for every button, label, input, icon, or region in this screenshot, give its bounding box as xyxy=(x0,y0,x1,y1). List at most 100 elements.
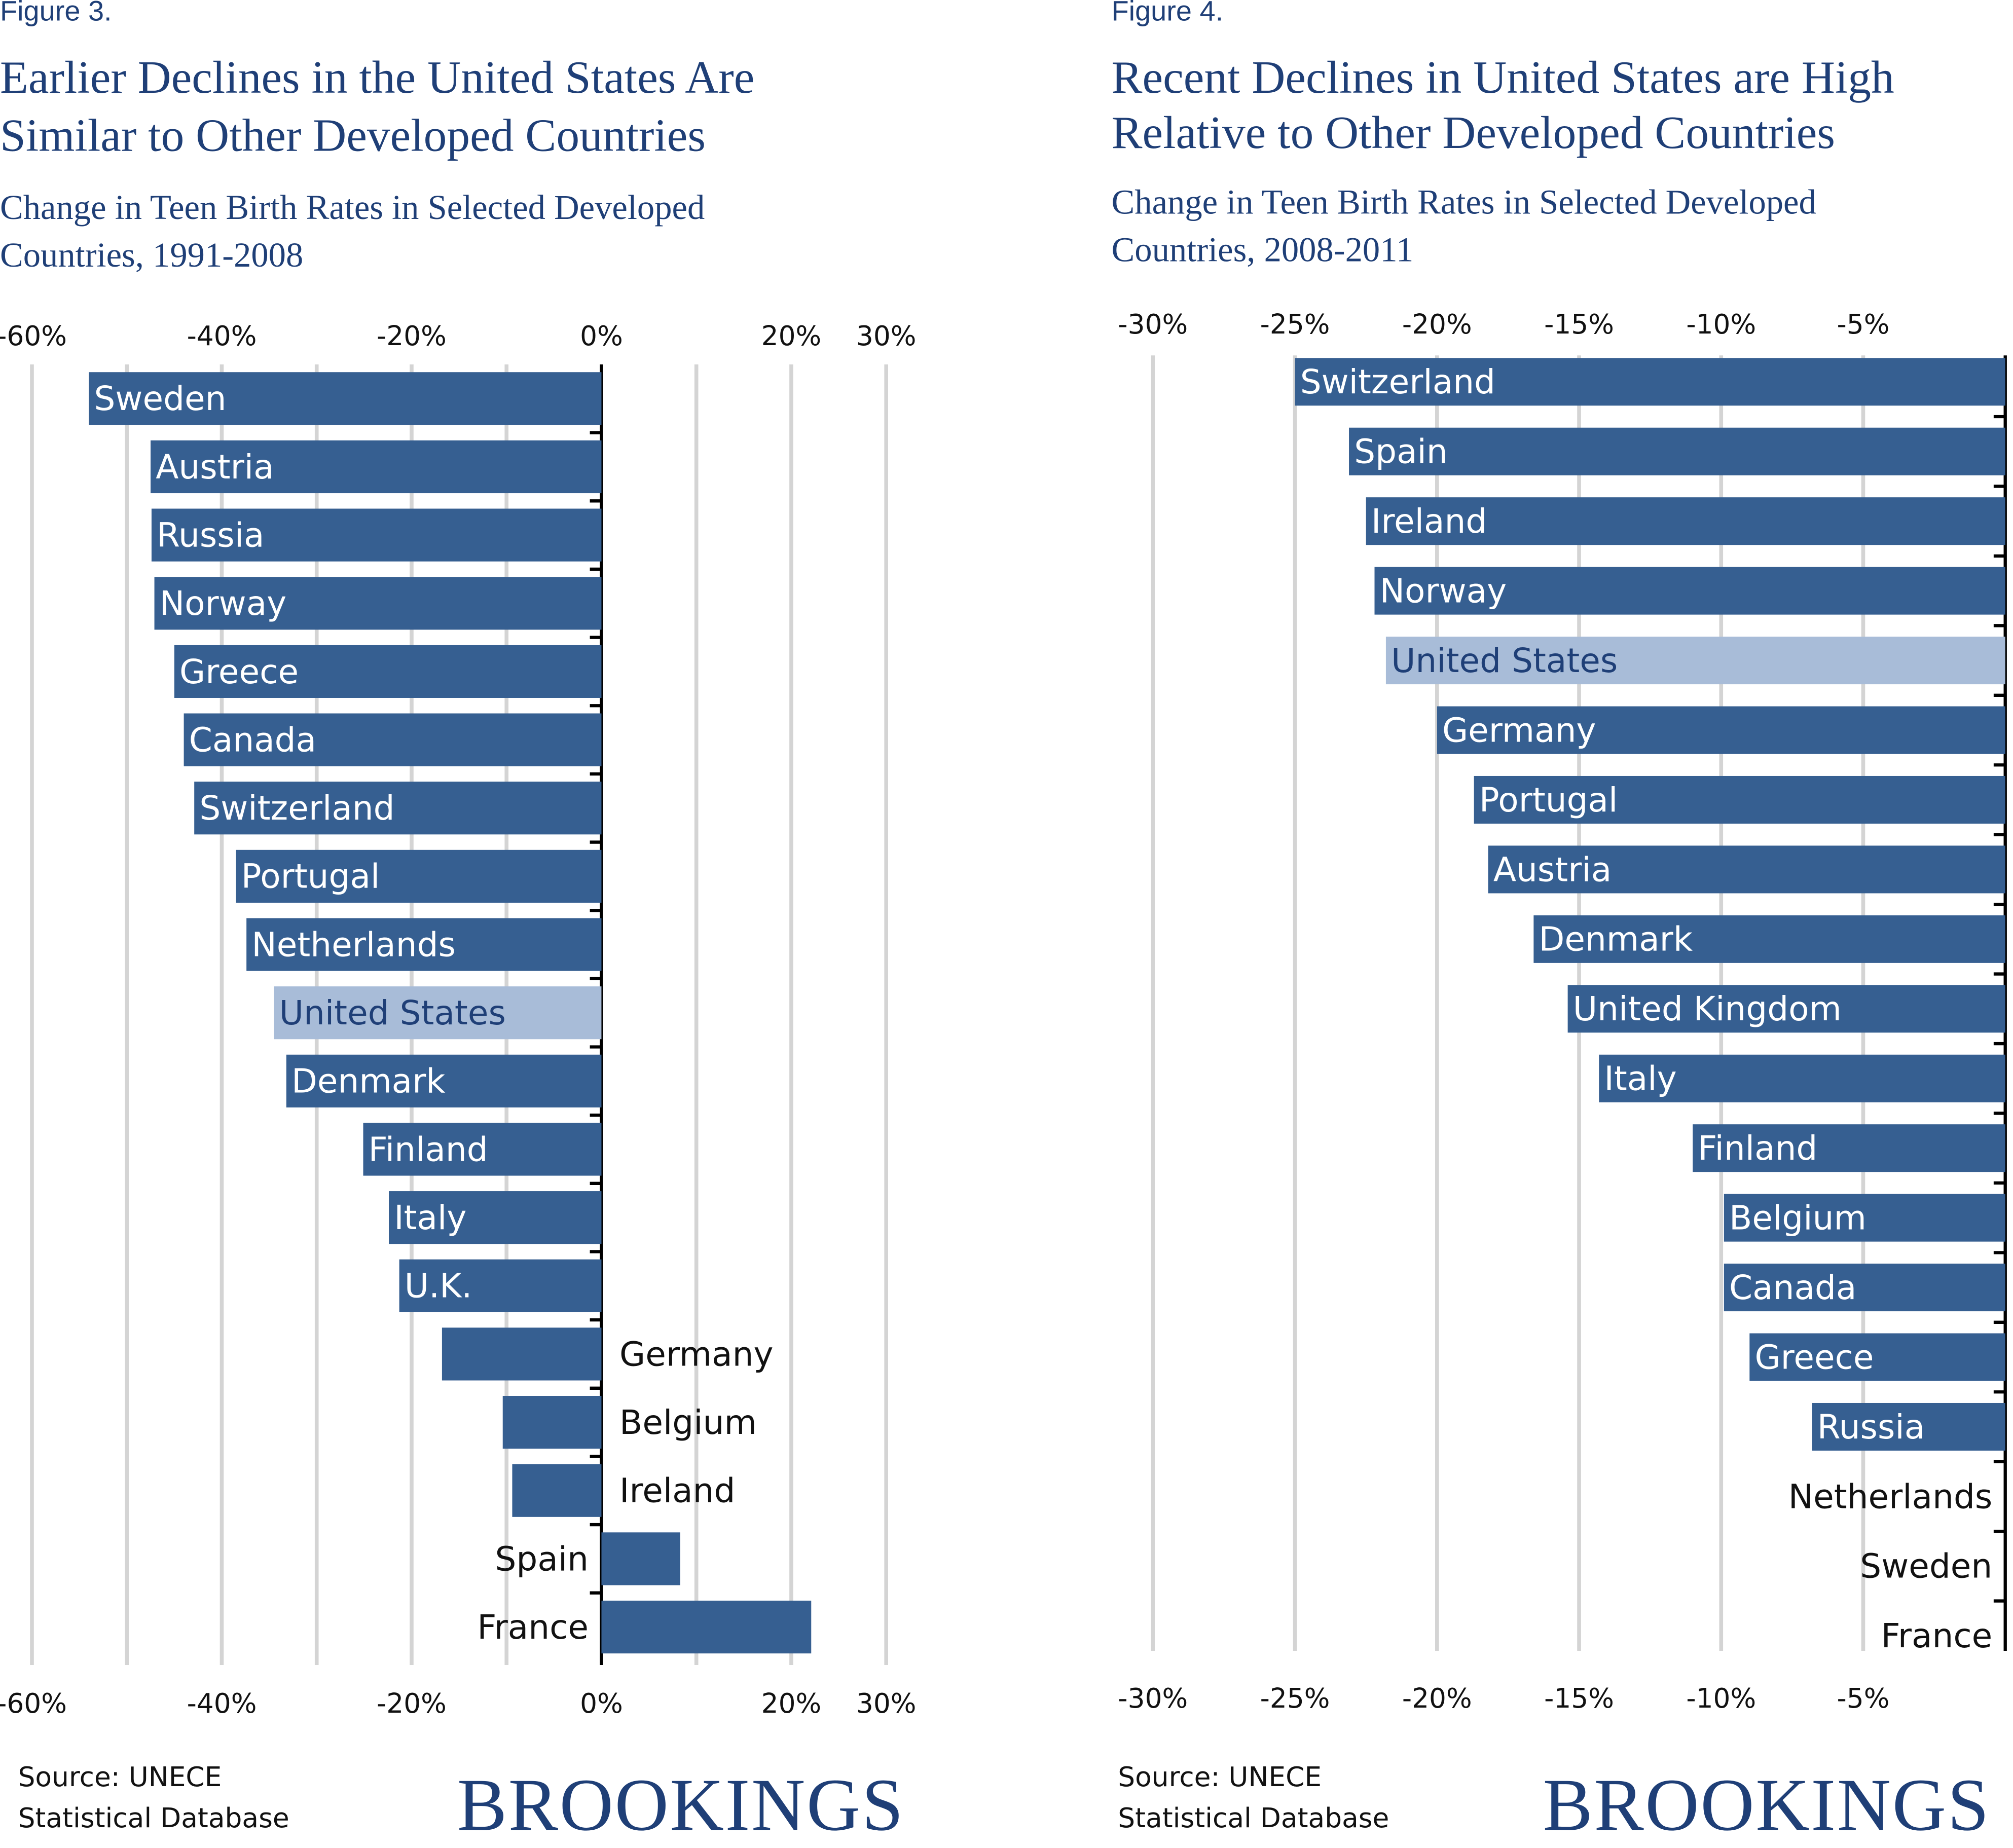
bar-ireland xyxy=(1366,497,2005,545)
x-tick-label-top: -60% xyxy=(0,320,67,352)
bar-label: Switzerland xyxy=(1300,362,1495,401)
figure4-subtitle-line2: Countries, 2008-2011 xyxy=(1111,230,1414,269)
bar-label: Russia xyxy=(1817,1408,1925,1447)
bar-label: Russia xyxy=(157,515,264,555)
bar-label: Norway xyxy=(160,584,287,623)
bar-russia xyxy=(151,508,602,562)
bar-sweden xyxy=(89,372,602,425)
x-tick-label-top: -25% xyxy=(1260,308,1330,340)
x-tick-label-top: -20% xyxy=(1402,308,1472,340)
bar-portugal xyxy=(236,849,602,903)
bar-label: France xyxy=(477,1608,589,1647)
chart-figure3: -60% -60% -40% -40% -20% -20% 0% 0% 20% 20% 30% 30%… xyxy=(0,320,916,1719)
bar-label: Ireland xyxy=(619,1471,735,1510)
bar-italy xyxy=(389,1191,602,1244)
x-tick-label-top: -5% xyxy=(1837,308,1890,340)
figure3-subtitle-line2: Countries, 1991-2008 xyxy=(0,235,304,275)
bar-label: Austria xyxy=(156,448,274,487)
figure3-source-line1: Source: UNECE xyxy=(18,1761,222,1793)
bar-russia xyxy=(1812,1402,2005,1451)
bar-switzerland xyxy=(1295,358,2005,406)
figure3-label: Figure 3. xyxy=(0,0,112,27)
x-tick-label-bottom: -30% xyxy=(1118,1682,1188,1714)
bar-label: Portugal xyxy=(241,857,380,896)
bar-label: Finland xyxy=(1698,1129,1817,1168)
bar-u-k- xyxy=(399,1259,602,1312)
bar-label: Spain xyxy=(1354,432,1448,471)
x-tick-label-top: -30% xyxy=(1118,308,1188,340)
brookings-logo: BROOKINGS xyxy=(1543,1763,1991,1847)
brookings-logo: BROOKINGS xyxy=(457,1763,905,1847)
figure4-label: Figure 4. xyxy=(1111,0,1224,27)
bar-label: United Kingdom xyxy=(1573,989,1842,1028)
bar-label: Spain xyxy=(495,1539,589,1578)
bar-finland xyxy=(1693,1124,2005,1172)
bar-greece xyxy=(1749,1333,2005,1381)
figure4-title-line1: Recent Declines in United States are Hig… xyxy=(1111,51,1894,103)
figure4-source-line1: Source: UNECE xyxy=(1118,1761,1322,1793)
bar-united-kingdom xyxy=(1567,985,2005,1033)
x-tick-label-top: -20% xyxy=(377,320,447,352)
bar-united-states xyxy=(274,986,602,1040)
x-tick-label-top: -10% xyxy=(1686,308,1756,340)
bar-label: Canada xyxy=(1729,1268,1856,1307)
bar-united-states xyxy=(1385,637,2005,685)
x-tick-label-bottom: -20% xyxy=(1402,1682,1472,1714)
bar-france xyxy=(601,1600,812,1654)
x-tick-label-top: -15% xyxy=(1544,308,1614,340)
bar-belgium xyxy=(1724,1194,2005,1242)
bar-finland xyxy=(363,1123,602,1176)
figure4-title-line2: Relative to Other Developed Countries xyxy=(1111,106,1835,159)
figure3-subtitle-line1: Change in Teen Birth Rates in Selected D… xyxy=(0,188,705,227)
figure3-title-line1: Earlier Declines in the United States Ar… xyxy=(0,51,755,103)
x-tick-label-bottom: -60% xyxy=(0,1687,67,1719)
bar-germany xyxy=(1437,706,2005,754)
bar-italy xyxy=(1599,1054,2005,1102)
bar-norway xyxy=(154,577,602,630)
bar-canada xyxy=(184,713,602,766)
figure4-subtitle-line1: Change in Teen Birth Rates in Selected D… xyxy=(1111,182,1816,221)
bar-label: Belgium xyxy=(619,1403,757,1442)
bar-denmark xyxy=(1533,915,2005,963)
bar-label: Norway xyxy=(1380,571,1507,610)
bar-canada xyxy=(1724,1264,2005,1312)
bar-label: Sweden xyxy=(1860,1547,1992,1586)
bar-belgium xyxy=(502,1396,602,1449)
x-tick-label-bottom: -10% xyxy=(1686,1682,1756,1714)
bar-netherlands xyxy=(246,918,602,971)
bar-label: France xyxy=(1881,1616,1993,1655)
bar-spain xyxy=(1349,427,2005,475)
bar-germany xyxy=(442,1327,602,1381)
bar-label: Netherlands xyxy=(1788,1477,1993,1516)
bar-denmark xyxy=(286,1054,602,1107)
figure3-title-line2: Similar to Other Developed Countries xyxy=(0,109,706,161)
bar-label: Denmark xyxy=(291,1062,446,1101)
x-tick-label-bottom: 20% xyxy=(761,1687,822,1719)
bar-greece xyxy=(174,645,602,698)
bar-label: United States xyxy=(1391,641,1618,680)
bar-label: Sweden xyxy=(94,379,227,418)
bar-label: Switzerland xyxy=(199,789,394,828)
figure3-source-line2: Statistical Database xyxy=(18,1802,289,1834)
x-tick-label-bottom: -15% xyxy=(1544,1682,1614,1714)
bar-ireland xyxy=(512,1464,602,1517)
x-tick-label-top: -40% xyxy=(187,320,257,352)
bar-austria xyxy=(151,440,602,494)
x-tick-label-top: 0% xyxy=(580,320,623,352)
bar-label: Finland xyxy=(369,1130,488,1169)
bar-label: Germany xyxy=(619,1335,774,1374)
x-tick-label-bottom: -25% xyxy=(1260,1682,1330,1714)
bar-label: Greece xyxy=(179,652,299,691)
bar-label: Denmark xyxy=(1539,920,1693,959)
bar-label: Germany xyxy=(1442,711,1596,750)
bar-portugal xyxy=(1474,775,2005,824)
bar-label: Netherlands xyxy=(251,925,456,964)
bar-switzerland xyxy=(194,782,602,835)
bar-label: Canada xyxy=(189,720,316,759)
x-tick-label-bottom: -40% xyxy=(187,1687,257,1719)
x-tick-label-bottom: -5% xyxy=(1837,1682,1890,1714)
bar-label: Austria xyxy=(1493,850,1612,889)
bar-label: Belgium xyxy=(1729,1199,1866,1238)
bar-label: Portugal xyxy=(1479,781,1618,820)
